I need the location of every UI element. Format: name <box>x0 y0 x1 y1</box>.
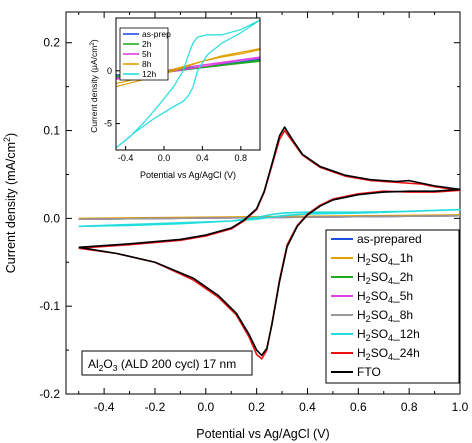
inset-x-tick-label: -0.4 <box>118 153 134 163</box>
inset-x-axis: -0.4 0.0 0.4 0.8 <box>118 146 247 163</box>
inset-legend-label: 2h <box>142 39 152 49</box>
inset-legend-label: 5h <box>142 49 152 59</box>
legend-label: as-prepared <box>357 232 422 246</box>
inset-y-axis-label: Current density (μA/cm2) <box>89 39 99 133</box>
main-plot-series <box>78 126 461 360</box>
x-tick-label: 0.4 <box>299 400 316 414</box>
inset-y-tick-label: -5 <box>104 119 112 129</box>
main-x-axis: -0.4 -0.2 0.0 0.2 0.4 0.6 0.8 1.0 <box>78 12 469 414</box>
inset-series-line-12h <box>115 19 261 149</box>
main-legend: as-prepared H2SO4_1h H2SO4_2h H2SO4_5h H2SO4… <box>325 229 460 384</box>
series-line-h2so4-1h <box>78 214 461 220</box>
legend-label: H2SO4_8h <box>357 308 413 324</box>
inset-x-tick-label: 0.4 <box>196 153 209 163</box>
inset-chart: -5 0 -0.4 0.0 0.4 0.8 Potential vs Ag/AgCl (… <box>89 17 261 180</box>
series-line-h2so4-12h <box>78 208 461 228</box>
inset-y-axis: -5 0 <box>104 66 120 129</box>
legend-label: FTO <box>357 365 381 379</box>
x-tick-label: -0.4 <box>94 400 115 414</box>
main-y-axis-label: Current density (mA/cm2) <box>2 133 18 273</box>
x-tick-label: -0.2 <box>145 400 166 414</box>
inset-legend-label: 12h <box>142 69 156 79</box>
inset-x-axis-label: Potential vs Ag/AgCl (V) <box>140 170 236 180</box>
series-line-fto <box>78 126 461 357</box>
legend-label: H2SO4_24h <box>357 346 420 362</box>
inset-x-tick-label: 0.0 <box>158 153 171 163</box>
x-tick-label: 1.0 <box>452 400 469 414</box>
x-tick-label: 0.8 <box>401 400 418 414</box>
inset-legend-label: as-prep <box>142 29 171 39</box>
x-tick-label: 0.6 <box>350 400 367 414</box>
annotation-text: Al2O3 (ALD 200 cycl) 17 nm <box>88 357 236 373</box>
inset-legend-label: 8h <box>142 59 152 69</box>
y-tick-label: -0.2 <box>39 387 60 401</box>
main-y-axis: -0.2 -0.1 0.0 0.1 0.2 <box>39 36 460 401</box>
y-tick-label: 0.1 <box>43 124 60 138</box>
sample-annotation: Al2O3 (ALD 200 cycl) 17 nm <box>81 350 253 376</box>
legend-label: H2SO4_2h <box>357 270 413 286</box>
main-plot-frame <box>65 11 461 395</box>
y-tick-label: 0.0 <box>43 211 60 225</box>
x-tick-label: 0.2 <box>248 400 265 414</box>
inset-frame <box>115 17 261 151</box>
inset-y-tick-label: 0 <box>107 66 112 76</box>
x-tick-label: 0.0 <box>197 400 214 414</box>
y-tick-label: 0.2 <box>43 36 60 50</box>
inset-x-tick-label: 0.8 <box>235 153 248 163</box>
legend-label: H2SO4_1h <box>357 251 413 267</box>
legend-label: H2SO4_12h <box>357 327 420 343</box>
main-x-axis-label: Potential vs Ag/AgCl (V) <box>196 427 329 441</box>
y-tick-label: -0.1 <box>39 299 60 313</box>
main-legend-box <box>325 229 460 384</box>
legend-label: H2SO4_5h <box>357 289 413 305</box>
annotation-box <box>81 350 253 376</box>
